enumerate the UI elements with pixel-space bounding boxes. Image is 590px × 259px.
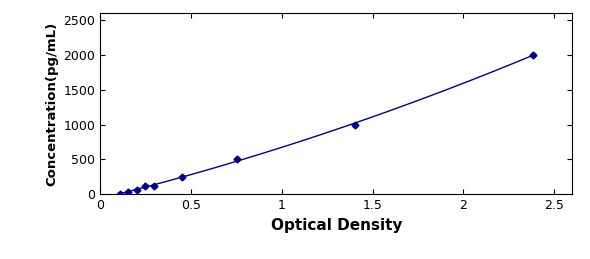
X-axis label: Optical Density: Optical Density [271, 218, 402, 233]
Y-axis label: Concentration(pg/mL): Concentration(pg/mL) [45, 21, 58, 186]
